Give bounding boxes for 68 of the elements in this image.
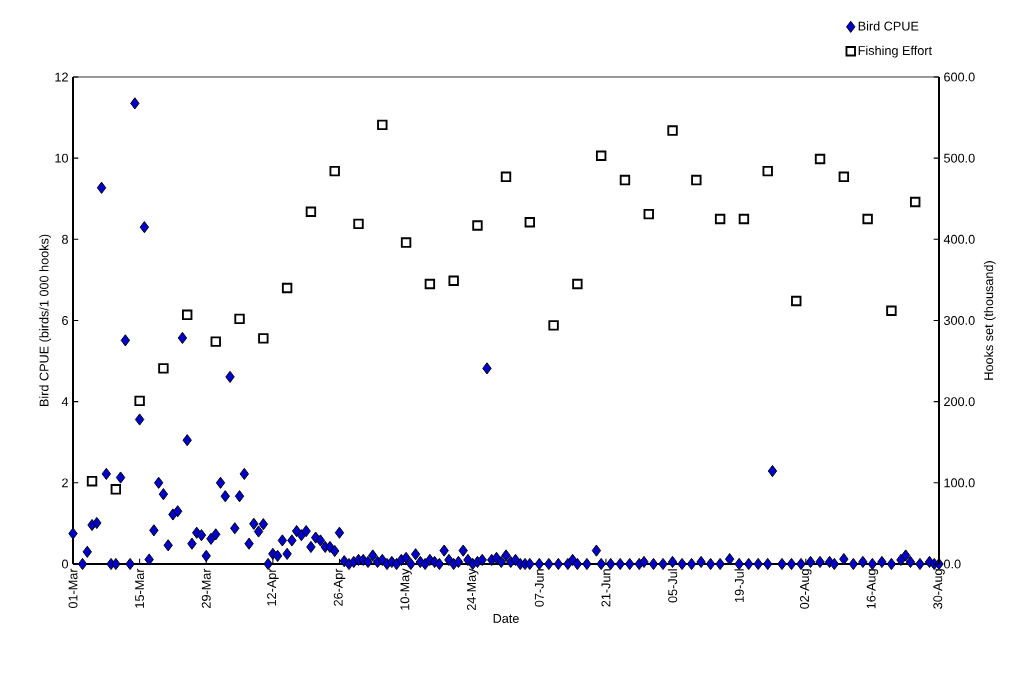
- point: [110, 484, 122, 495]
- x-tick-label: 24-May: [466, 568, 479, 611]
- point: [424, 278, 436, 290]
- point: [714, 213, 726, 225]
- x-tick-label: 26-Apr: [333, 568, 346, 606]
- point: [838, 171, 850, 183]
- point: [258, 333, 269, 344]
- point: [791, 295, 802, 307]
- x-tick-label: 12-Apr: [267, 568, 279, 606]
- point: [448, 275, 459, 286]
- point: [572, 278, 583, 290]
- y-tick-label: 10: [55, 153, 69, 163]
- point: [86, 475, 98, 487]
- x-tick-label: 15-Mar: [135, 568, 145, 608]
- point: [500, 171, 512, 183]
- point: [158, 363, 169, 374]
- x-tick-label: 01-Mar: [68, 568, 78, 609]
- point: [862, 213, 873, 225]
- y-tick-label: 2: [62, 478, 68, 488]
- point: [210, 336, 221, 347]
- y2-tick-label: 100.0: [944, 478, 975, 488]
- point: [762, 165, 773, 177]
- y2-tick-label: 0.0: [943, 559, 961, 569]
- y2-tick-label: 400.0: [943, 234, 975, 244]
- point: [643, 208, 654, 220]
- point: [472, 220, 483, 231]
- y-axis-title: Bird CPUE (birds/1 000 hooks): [39, 234, 52, 407]
- point: [305, 206, 317, 217]
- point: [691, 174, 702, 186]
- y-tick-label: 12: [55, 72, 68, 82]
- point: [667, 125, 678, 136]
- y-tick-label: 6: [62, 316, 68, 325]
- legend-label: Fishing Effort: [858, 45, 932, 58]
- x-tick-label: 07-Jun: [534, 569, 544, 607]
- x-tick-label: 05-Jul: [667, 569, 678, 603]
- y2-axis-title: Hooks set (thousand): [983, 261, 996, 380]
- point: [814, 153, 826, 165]
- y2-tick-label: 300.0: [943, 316, 975, 325]
- legend-label: Bird CPUE: [858, 21, 919, 31]
- point: [548, 320, 559, 331]
- x-tick-label: 29-Mar: [201, 568, 211, 608]
- x-tick-label: 16-Aug: [866, 569, 879, 609]
- x-tick-label: 02-Aug: [800, 569, 812, 609]
- y-tick-label: 8: [62, 234, 68, 244]
- point: [134, 395, 145, 407]
- x-tick-label: 30-Aug: [933, 569, 945, 609]
- x-tick-label: 21-Jun: [601, 569, 611, 607]
- y2-tick-label: 600.0: [944, 72, 975, 82]
- x-axis-title: Date: [493, 614, 519, 623]
- point: [886, 305, 897, 316]
- y2-tick-label: 200.0: [944, 397, 975, 407]
- point: [595, 150, 607, 161]
- point: [524, 217, 535, 228]
- y2-tick-label: 500.0: [943, 153, 975, 163]
- point: [738, 213, 750, 225]
- point: [182, 309, 193, 321]
- x-tick-label: 10-May: [400, 568, 412, 610]
- point: [353, 218, 364, 230]
- point: [377, 119, 388, 131]
- point: [281, 282, 293, 294]
- point: [329, 165, 340, 177]
- point: [910, 196, 921, 208]
- point: [619, 174, 631, 186]
- x-tick-label: 19-Jul: [734, 569, 744, 603]
- point: [234, 313, 245, 325]
- y-tick-label: 0: [61, 559, 69, 569]
- point: [400, 237, 412, 248]
- y-tick-label: 4: [61, 397, 69, 407]
